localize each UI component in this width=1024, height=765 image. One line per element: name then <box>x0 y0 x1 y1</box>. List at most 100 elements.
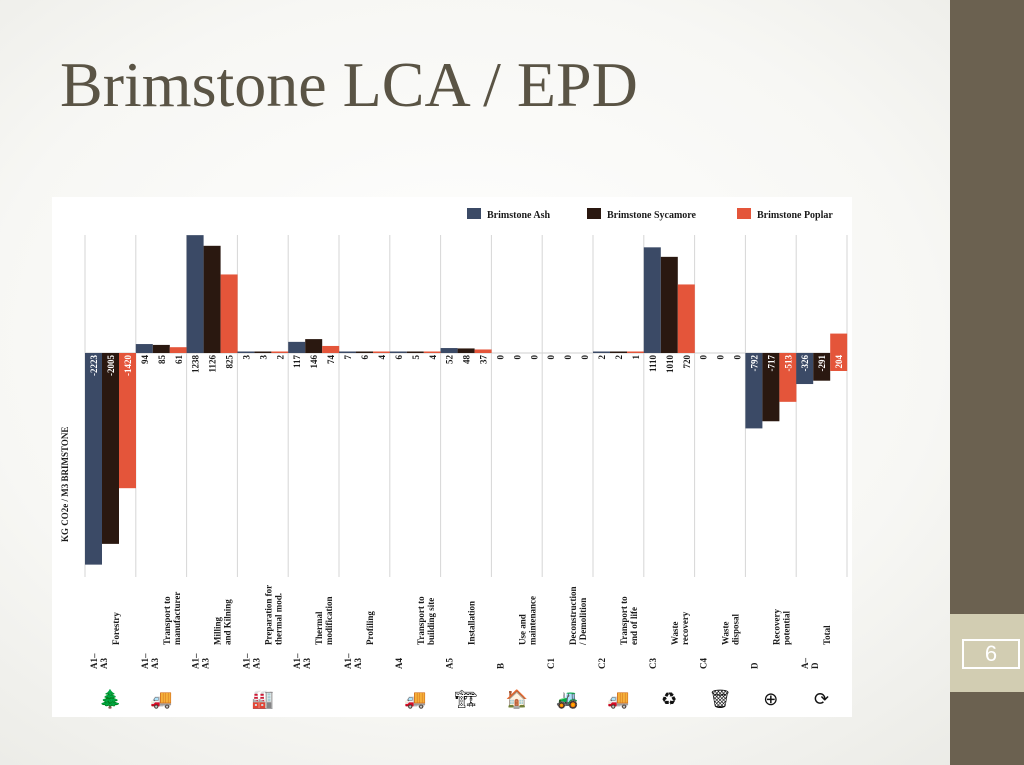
category-name: disposal <box>731 613 741 645</box>
y-axis-label: KG CO2e / M3 BRIMSTONE <box>60 427 70 542</box>
category-code: C4 <box>699 658 709 669</box>
category-code: A1– <box>89 653 99 669</box>
category-code: C1 <box>546 658 556 669</box>
co2-chart: -2223 -2005 -1420 94 85 61 1238 1126 825 3 3 2 117 14… <box>60 208 848 710</box>
bar <box>677 284 695 353</box>
bar <box>796 353 814 385</box>
category-name: Waste <box>670 621 680 645</box>
legend-swatch <box>737 208 751 219</box>
category-name: Transport to <box>416 596 426 645</box>
category-code: A1– <box>140 653 150 669</box>
category-code: D <box>749 662 759 669</box>
category-name: thermal mod. <box>273 593 283 645</box>
bar <box>288 341 306 353</box>
value-label: 6 <box>394 355 404 360</box>
category-code: A1– <box>191 653 201 669</box>
bar <box>152 344 170 353</box>
bar <box>389 351 407 353</box>
bar <box>119 353 136 489</box>
bar <box>406 351 424 353</box>
truck-icon: 🚚 <box>404 689 426 710</box>
value-label: -291 <box>817 355 827 372</box>
legend-label: Brimstone Poplar <box>757 210 833 221</box>
bar <box>254 351 272 353</box>
value-label: 0 <box>529 355 539 360</box>
cycle-icon: ⟳ <box>814 689 829 710</box>
category-name: Transport to <box>619 596 629 645</box>
value-label: 0 <box>699 355 709 360</box>
category-name: Deconstruction <box>568 587 578 646</box>
category-code: D <box>810 662 820 669</box>
crane-icon: 🏗 <box>455 689 478 710</box>
house-icon: 🏠 <box>506 689 528 710</box>
category-code: A4 <box>394 658 404 669</box>
label-chip <box>830 353 848 371</box>
value-label: 4 <box>377 355 387 360</box>
category-code: A1– <box>343 653 353 669</box>
bar <box>322 345 340 353</box>
bar <box>813 353 831 381</box>
category-name: / Demolition <box>578 598 588 646</box>
category-code: A3 <box>201 658 211 669</box>
category-code: C3 <box>648 658 658 669</box>
category-code: A5 <box>445 658 455 669</box>
value-label: 0 <box>733 355 743 360</box>
recycle-bin-icon: ♻ <box>661 689 677 710</box>
bar <box>85 353 102 565</box>
legend-swatch <box>587 208 601 219</box>
bar <box>593 351 610 353</box>
trash-icon: 🗑 <box>709 689 732 710</box>
bar <box>762 353 780 422</box>
category-name: Recovery <box>771 609 781 645</box>
value-label: 74 <box>326 355 336 365</box>
bar <box>186 235 204 353</box>
legend-swatch <box>467 208 481 219</box>
category-name: modification <box>324 597 334 646</box>
truck-icon: 🚚 <box>150 689 172 710</box>
value-label: 1110 <box>648 355 658 373</box>
value-label: -2223 <box>89 355 99 376</box>
value-label: 0 <box>563 355 573 360</box>
category-name: potential <box>781 611 791 646</box>
value-label: 0 <box>546 355 556 360</box>
value-label: -326 <box>800 355 810 372</box>
value-label: 117 <box>292 355 302 369</box>
category-name: Waste <box>721 621 731 645</box>
slide-title: Brimstone LCA / EPD <box>60 49 638 120</box>
bar <box>423 351 441 353</box>
bar <box>237 351 255 353</box>
category-code: A3 <box>251 658 261 669</box>
plus-circle-icon: ⊕ <box>763 689 778 710</box>
bar <box>627 351 644 353</box>
bar <box>779 353 797 402</box>
page-number: 6 <box>962 639 1020 669</box>
value-label: 1126 <box>208 355 218 373</box>
category-name: manufacturer <box>172 592 182 645</box>
category-code: A3 <box>150 658 160 669</box>
category-name: and Kilning <box>223 599 233 645</box>
category-name: recovery <box>680 611 690 645</box>
bar <box>220 274 238 353</box>
bar <box>339 351 356 353</box>
value-label: 85 <box>157 355 167 365</box>
category-name: end of life <box>629 607 639 645</box>
value-label: 0 <box>580 355 590 360</box>
category-name: building site <box>426 598 436 645</box>
bar <box>830 333 848 353</box>
value-label: 37 <box>479 355 489 365</box>
category-code: A1– <box>292 653 302 669</box>
value-label: -513 <box>783 355 793 372</box>
category-code: A– <box>800 658 810 669</box>
value-label: 146 <box>309 355 319 369</box>
value-label: 3 <box>241 355 251 360</box>
bar <box>643 247 661 353</box>
value-label: 720 <box>682 355 692 369</box>
bar <box>356 351 373 353</box>
value-label: 2 <box>597 355 607 360</box>
value-label: -1420 <box>123 355 133 376</box>
value-label: 0 <box>512 355 522 360</box>
value-label: -792 <box>749 355 759 372</box>
value-label: 5 <box>411 355 421 360</box>
legend-label: Brimstone Ash <box>487 210 551 221</box>
category-name: maintenance <box>527 596 537 645</box>
